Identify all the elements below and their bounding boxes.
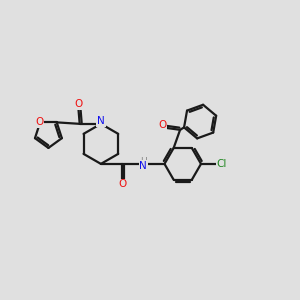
Text: H: H (140, 157, 147, 166)
Text: N: N (97, 116, 105, 127)
Text: O: O (118, 179, 126, 190)
Text: N: N (140, 161, 147, 171)
Text: O: O (158, 119, 166, 130)
Text: O: O (74, 99, 82, 109)
Text: O: O (35, 117, 44, 127)
Text: Cl: Cl (216, 159, 227, 169)
